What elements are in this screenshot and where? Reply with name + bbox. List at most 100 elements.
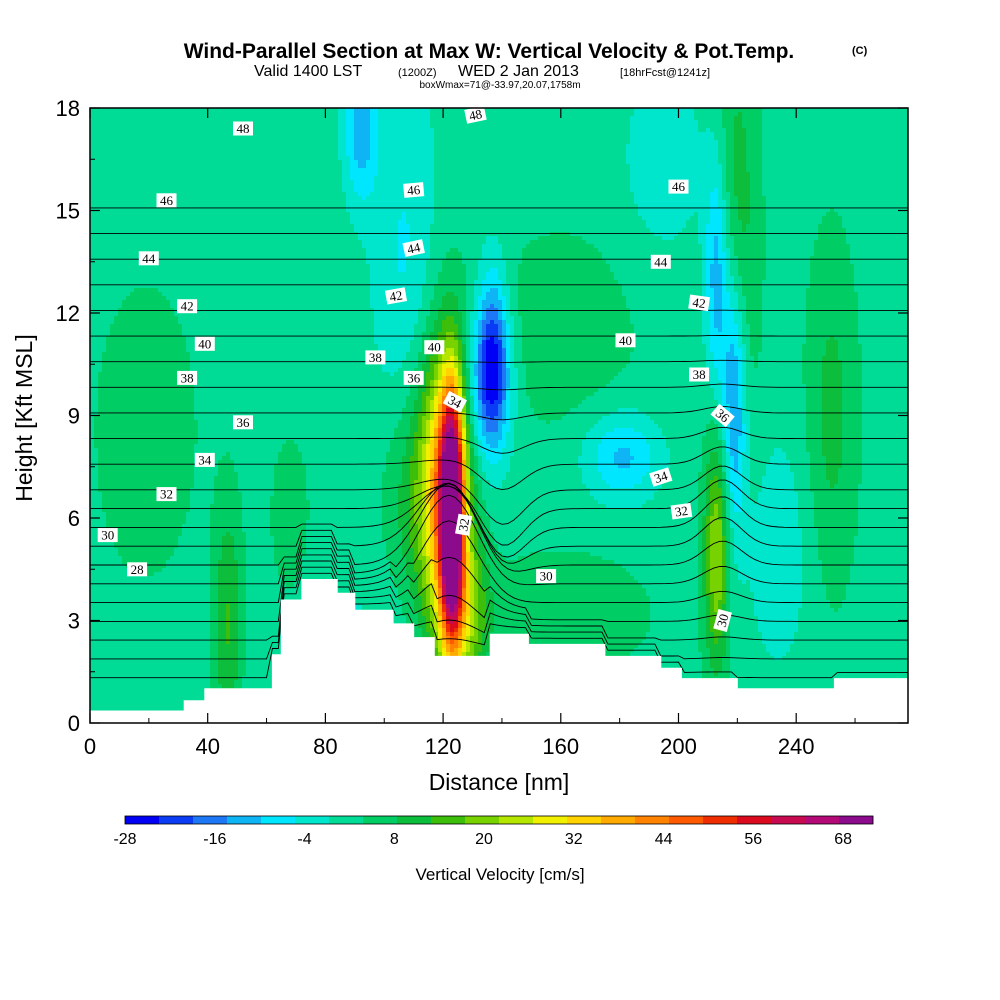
field-cell <box>298 124 303 129</box>
field-cell <box>402 112 407 117</box>
field-cell <box>202 112 207 117</box>
field-cell <box>286 116 291 121</box>
field-cell <box>154 116 159 121</box>
field-cell <box>598 128 603 133</box>
field-cell <box>602 116 607 121</box>
field-cell <box>762 124 767 129</box>
field-cell <box>510 128 515 133</box>
field-cell <box>266 132 271 137</box>
field-cell <box>650 120 655 125</box>
field-cell <box>202 116 207 121</box>
field-cell <box>102 116 107 121</box>
field-cell <box>170 120 175 125</box>
field-cell <box>142 128 147 133</box>
field-cell <box>794 128 799 133</box>
field-cell <box>850 116 855 121</box>
field-cell <box>802 112 807 117</box>
field-cell <box>498 124 503 129</box>
field-cell <box>894 120 899 125</box>
field-cell <box>434 120 439 125</box>
field-cell <box>94 128 99 133</box>
field-cell <box>590 128 595 133</box>
field-cell <box>566 112 571 117</box>
field-cell <box>386 116 391 121</box>
field-cell <box>694 120 699 125</box>
field-cell <box>654 120 659 125</box>
field-cell <box>646 128 651 133</box>
field-cell <box>258 116 263 121</box>
field-cell <box>194 128 199 133</box>
field-cell <box>290 124 295 129</box>
field-cell <box>618 116 623 121</box>
field-cell <box>838 128 843 133</box>
field-cell <box>698 116 703 121</box>
field-cell <box>626 116 631 121</box>
field-cell <box>830 120 835 125</box>
field-cell <box>422 124 427 129</box>
field-cell <box>622 112 627 117</box>
field-cell <box>898 128 903 133</box>
field-cell <box>710 116 715 121</box>
field-cell <box>286 128 291 133</box>
field-cell <box>214 120 219 125</box>
field-cell <box>882 128 887 133</box>
field-cell <box>614 124 619 129</box>
field-cell <box>558 120 563 125</box>
field-cell <box>702 128 707 133</box>
field-cell <box>322 132 327 137</box>
field-cell <box>226 112 231 117</box>
field-cell <box>354 124 359 129</box>
field-cell <box>350 120 355 125</box>
field-cell <box>518 116 523 121</box>
field-cell <box>866 128 871 133</box>
field-cell <box>810 124 815 129</box>
field-cell <box>138 128 143 133</box>
field-cell <box>694 112 699 117</box>
field-cell <box>678 124 683 129</box>
field-cell <box>150 124 155 129</box>
field-cell <box>274 132 279 137</box>
field-cell <box>142 124 147 129</box>
field-cell <box>898 124 903 129</box>
field-cell <box>642 128 647 133</box>
field-cell <box>514 116 519 121</box>
field-cell <box>350 124 355 129</box>
field-cell <box>754 112 759 117</box>
field-cell <box>198 132 203 137</box>
field-cell <box>662 124 667 129</box>
field-cell <box>374 132 379 137</box>
field-cell <box>422 128 427 133</box>
field-cell <box>210 120 215 125</box>
field-cell <box>430 120 435 125</box>
field-cell <box>122 116 127 121</box>
field-cell <box>354 120 359 125</box>
field-cell <box>494 116 499 121</box>
field-cell <box>266 116 271 121</box>
field-cell <box>594 120 599 125</box>
field-cell <box>122 124 127 129</box>
field-cell <box>302 112 307 117</box>
field-cell <box>638 120 643 125</box>
field-cell <box>454 120 459 125</box>
field-cell <box>642 124 647 129</box>
field-cell <box>282 124 287 129</box>
field-cell <box>814 124 819 129</box>
field-cell <box>674 128 679 133</box>
field-cell <box>866 120 871 125</box>
field-cell <box>618 112 623 117</box>
field-cell <box>714 112 719 117</box>
field-cell <box>874 128 879 133</box>
valid-time-utc: (1200Z) <box>398 67 437 79</box>
field-cell <box>298 116 303 121</box>
field-cell <box>402 128 407 133</box>
field-cell <box>758 112 763 117</box>
field-cell <box>686 128 691 133</box>
field-cell <box>154 112 159 117</box>
field-cell <box>374 124 379 129</box>
field-cell <box>214 124 219 129</box>
field-cell <box>498 120 503 125</box>
field-cell <box>446 120 451 125</box>
field-cell <box>126 128 131 133</box>
field-cell <box>626 112 631 117</box>
field-cell <box>306 112 311 117</box>
